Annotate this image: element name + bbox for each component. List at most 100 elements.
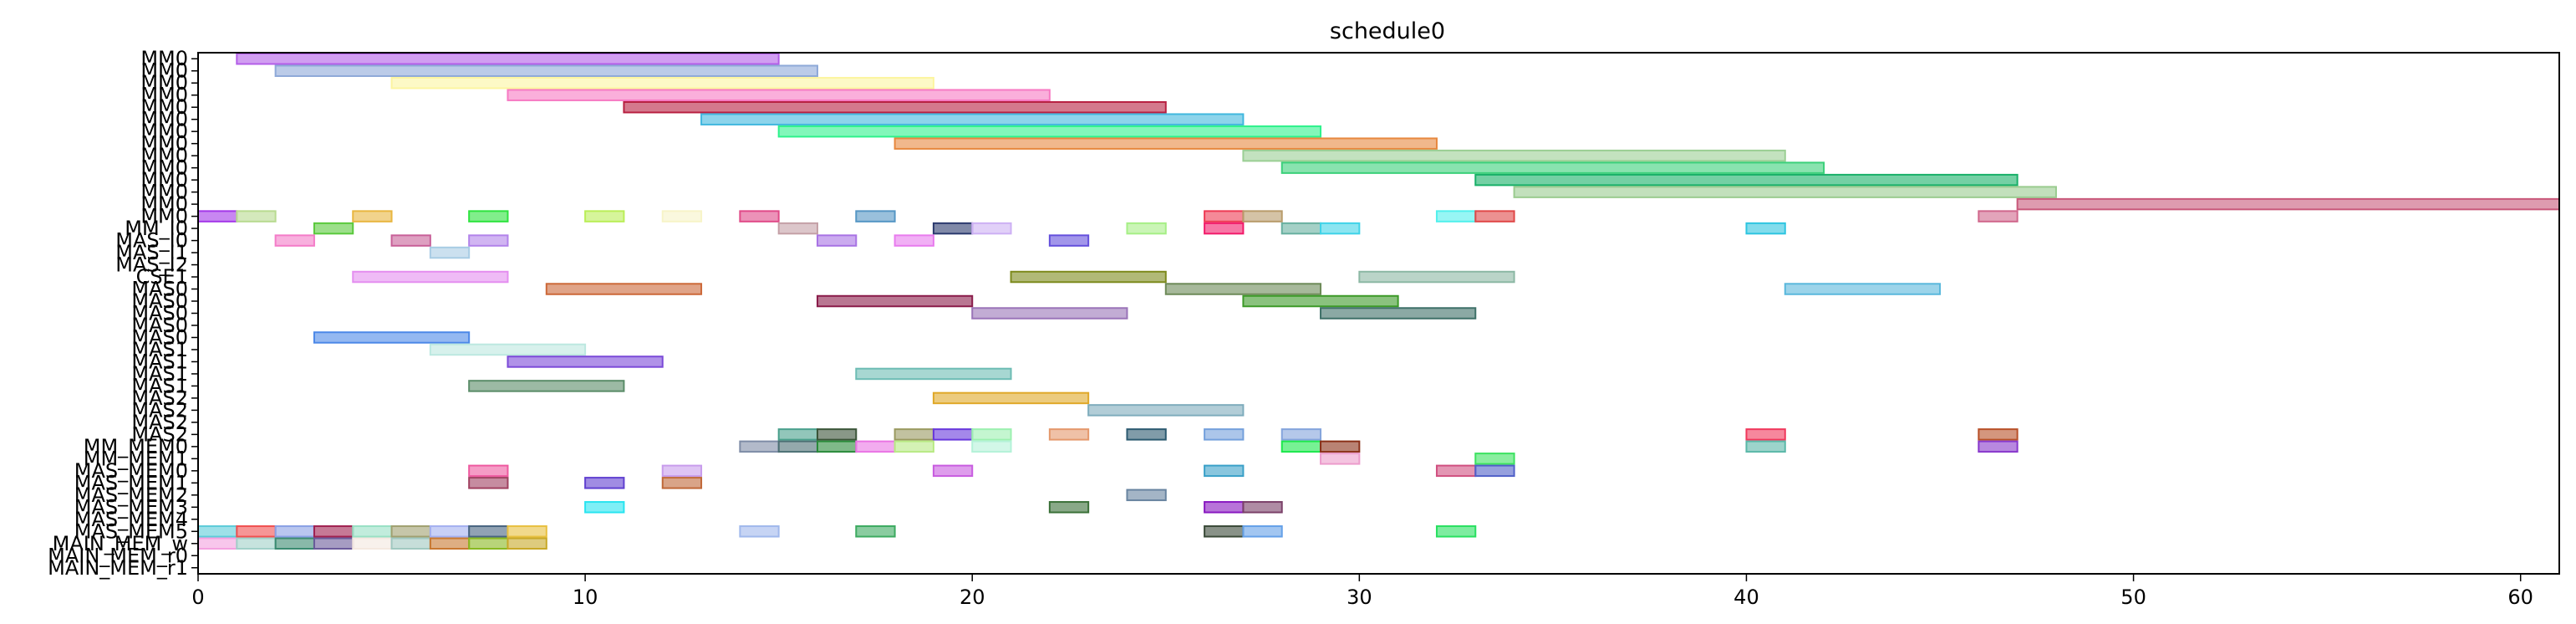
task-bar	[236, 537, 277, 550]
y-tick-label: MAS0	[131, 314, 188, 337]
y-tick-label: MAS1	[131, 338, 188, 361]
y-tick-label: MM0	[140, 132, 188, 156]
y-tick-label: MAS_I2	[115, 253, 188, 277]
task-bar	[197, 525, 238, 538]
task-bar	[1204, 525, 1245, 538]
x-axis: 0 10 20 30 40 50 60	[191, 574, 2533, 609]
task-bar	[468, 210, 509, 222]
task-bar	[893, 137, 1438, 150]
task-bar	[236, 525, 277, 538]
task-bar	[1784, 283, 1942, 295]
task-bar	[816, 234, 858, 247]
task-bar	[777, 428, 818, 441]
task-bar	[971, 222, 1012, 235]
task-bar	[1204, 222, 1245, 235]
task-bar	[777, 222, 818, 235]
task-bar	[507, 355, 664, 368]
task-bar	[2016, 197, 2561, 211]
task-bar	[1204, 464, 1245, 478]
task-bar	[816, 428, 858, 441]
task-bar	[1242, 525, 1283, 538]
task-bar	[468, 477, 509, 489]
y-tick-label: MM0	[140, 120, 188, 143]
task-bar	[971, 428, 1012, 441]
x-tick-label: 40	[1733, 586, 1759, 609]
y-tick-label: MAS1	[131, 374, 188, 397]
y-tick-label: MAS2	[131, 398, 188, 422]
task-bar	[1126, 222, 1167, 235]
y-axis-labels: MM0MM0MM0MM0MM0MM0MM0MM0MM0MM0MM0MM0MM0M…	[48, 47, 198, 580]
task-bar	[1204, 210, 1245, 222]
task-bar	[313, 537, 354, 550]
task-bar	[313, 222, 354, 235]
task-bar	[1358, 270, 1515, 284]
task-bar	[468, 525, 509, 538]
task-bar	[313, 331, 471, 344]
task-bar	[197, 537, 238, 550]
task-bar	[507, 537, 547, 550]
y-tick-label: MAS2	[131, 386, 188, 410]
task-bar	[855, 525, 896, 538]
task-bar	[739, 525, 780, 538]
task-bar	[816, 440, 858, 453]
task-bar	[507, 89, 1051, 101]
task-bar	[1435, 464, 1477, 478]
task-bar	[468, 380, 625, 392]
task-bar	[893, 440, 934, 453]
task-bar	[1435, 210, 1477, 222]
task-bar	[1126, 488, 1167, 502]
task-bar	[1242, 210, 1283, 222]
y-tick-label: MM0	[140, 59, 188, 83]
y-tick-label: MAS0	[131, 289, 188, 313]
y-tick-label: MM0	[140, 108, 188, 131]
task-bar	[390, 525, 431, 538]
y-tick-label: MAIN_MEM_w	[53, 532, 188, 555]
y-tick-label: MAS0	[131, 278, 188, 301]
y-tick-label: CSE1	[136, 265, 188, 289]
task-bar	[1280, 222, 1322, 235]
y-tick-label: MM0	[140, 71, 188, 95]
y-tick-label: MM0	[140, 144, 188, 167]
task-bar	[390, 537, 431, 550]
y-tick-label: MAS_MEM4	[74, 508, 188, 531]
task-bars	[197, 53, 2561, 550]
task-bar	[1048, 501, 1090, 514]
task-bar	[1126, 428, 1167, 441]
y-tick-label: MM_MEM0	[84, 435, 188, 458]
y-tick-label: MM0	[140, 205, 188, 228]
task-bar	[236, 210, 277, 222]
x-tick-label: 0	[191, 586, 204, 609]
task-bar	[352, 537, 393, 550]
task-bar	[777, 440, 818, 453]
task-bar	[545, 283, 703, 295]
task-bar	[1242, 149, 1786, 162]
x-tick-label: 30	[1347, 586, 1372, 609]
task-bar	[932, 222, 974, 235]
task-bar	[274, 537, 315, 550]
task-bar	[1048, 428, 1090, 441]
task-bar	[1474, 464, 1515, 478]
task-bar	[1204, 501, 1245, 514]
y-tick-label: MAS0	[131, 325, 188, 349]
task-bar	[739, 210, 780, 222]
task-bar	[700, 113, 1245, 125]
task-bar	[1978, 428, 2019, 441]
task-bar	[1474, 210, 1515, 222]
task-bar	[1320, 440, 1361, 453]
y-tick-label: MM_I0	[125, 217, 188, 240]
task-bar	[1745, 428, 1786, 441]
task-bar	[661, 464, 703, 478]
task-bar	[1978, 210, 2019, 222]
chart-title: schedule0	[1330, 18, 1445, 44]
y-tick-label: MAS_MEM0	[74, 459, 188, 483]
task-bar	[1204, 428, 1245, 441]
task-bar	[468, 234, 509, 247]
y-tick-label: MAS1	[131, 350, 188, 373]
task-bar	[468, 464, 509, 478]
task-bar	[274, 234, 315, 247]
y-tick-label: MAS1	[131, 362, 188, 386]
task-bar	[623, 100, 1167, 114]
y-tick-label: MAIN_MEM_r0	[48, 544, 188, 567]
task-bar	[236, 53, 780, 65]
task-bar	[855, 367, 1012, 381]
